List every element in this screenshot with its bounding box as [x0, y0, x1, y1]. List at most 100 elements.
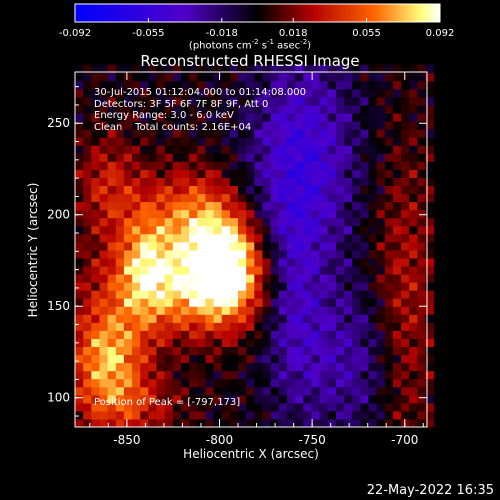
heatmap-cell [132, 104, 141, 114]
heatmap-cell [311, 282, 321, 291]
heatmap-cell [392, 96, 402, 106]
heatmap-cell [140, 225, 149, 235]
heatmap-cell [360, 314, 369, 323]
heatmap-cell [286, 266, 296, 275]
heatmap-cell [360, 354, 369, 364]
heatmap-cell [123, 209, 133, 219]
heatmap-cell [221, 121, 231, 130]
heatmap-cell [213, 177, 223, 186]
heatmap-cell [344, 249, 353, 259]
heatmap-cell [221, 129, 231, 138]
heatmap-cell [425, 217, 435, 227]
heatmap-cell [213, 394, 223, 404]
heatmap-cell [181, 386, 190, 396]
heatmap-cell [384, 249, 394, 259]
heatmap-cell [303, 410, 312, 420]
heatmap-cell [140, 217, 149, 227]
heatmap-cell [352, 346, 361, 356]
heatmap-cell [181, 88, 190, 98]
heatmap-cell [303, 225, 312, 235]
heatmap-cell [286, 322, 296, 331]
heatmap-cell [262, 241, 272, 251]
heatmap-cell [75, 88, 84, 98]
heatmap-cell [172, 80, 182, 90]
heatmap-cell [205, 169, 215, 178]
heatmap-cell [156, 193, 166, 203]
heatmap-cell [148, 298, 158, 307]
heatmap-cell [360, 241, 369, 251]
heatmap-cell [278, 80, 288, 90]
heatmap-cell [311, 338, 321, 347]
heatmap-cell [148, 257, 158, 267]
heatmap-cell [205, 153, 215, 162]
heatmap-cell [221, 193, 231, 203]
heatmap-cell [254, 330, 263, 339]
heatmap-cell [221, 113, 231, 122]
heatmap-cell [189, 129, 198, 138]
heatmap-cell [278, 346, 288, 356]
heatmap-cell [392, 370, 402, 380]
heatmap-cell [197, 330, 206, 339]
heatmap-cell [229, 185, 239, 195]
heatmap-cell [189, 314, 198, 323]
heatmap-cell [270, 410, 280, 420]
heatmap-cell [91, 209, 100, 219]
heatmap-cell [360, 346, 369, 356]
heatmap-cell [376, 201, 386, 211]
heatmap-cell [91, 402, 100, 412]
heatmap-cell [221, 177, 231, 186]
heatmap-cell [295, 306, 304, 315]
heatmap-cell [115, 88, 125, 98]
heatmap-cell [254, 266, 263, 275]
heatmap-cell [262, 129, 272, 138]
heatmap-cell [392, 225, 402, 235]
heatmap-cell [401, 137, 410, 146]
heatmap-cell [229, 72, 239, 82]
heatmap-cell [392, 80, 402, 90]
heatmap-cell [164, 386, 174, 396]
heatmap-cell [417, 249, 427, 259]
heatmap-cell [286, 410, 296, 420]
heatmap-cell [401, 177, 410, 186]
heatmap-cell [229, 88, 239, 98]
heatmap-cell [278, 298, 288, 307]
heatmap-cell [115, 266, 125, 275]
heatmap-cell [278, 193, 288, 203]
heatmap-cell [164, 161, 174, 170]
heatmap-cell [189, 249, 198, 259]
heatmap-cell [229, 153, 239, 162]
heatmap-cell [189, 193, 198, 203]
heatmap-cell [335, 96, 345, 106]
heatmap-cell [295, 274, 304, 283]
heatmap-cell [425, 113, 435, 122]
heatmap-cell [189, 370, 198, 380]
heatmap-cell [123, 402, 133, 412]
heatmap-cell [156, 169, 166, 178]
heatmap-cell [107, 314, 117, 323]
heatmap-cell [352, 88, 361, 98]
heatmap-cell [75, 104, 84, 114]
heatmap-cell [401, 161, 410, 170]
heatmap-cell [115, 137, 125, 146]
heatmap-cell [75, 354, 84, 364]
heatmap-cell [189, 64, 198, 74]
heatmap-cell [254, 249, 263, 259]
heatmap-cell [392, 104, 402, 114]
heatmap-cell [197, 145, 206, 154]
heatmap-cell [91, 314, 100, 323]
heatmap-cell [327, 209, 337, 219]
heatmap-cell [107, 241, 117, 251]
heatmap-cell [99, 185, 109, 195]
heatmap-cell [197, 370, 206, 380]
heatmap-cell [156, 177, 166, 186]
heatmap-cell [229, 362, 239, 372]
heatmap-cell [246, 266, 255, 275]
heatmap-cell [123, 274, 133, 283]
heatmap-cell [327, 145, 337, 154]
heatmap-cell [99, 257, 109, 267]
x-axis-label: Heliocentric X (arcsec) [183, 447, 319, 461]
heatmap-cell [205, 113, 215, 122]
heatmap-cell [384, 257, 394, 267]
heatmap-cell [140, 121, 149, 130]
heatmap-cell [327, 370, 337, 380]
